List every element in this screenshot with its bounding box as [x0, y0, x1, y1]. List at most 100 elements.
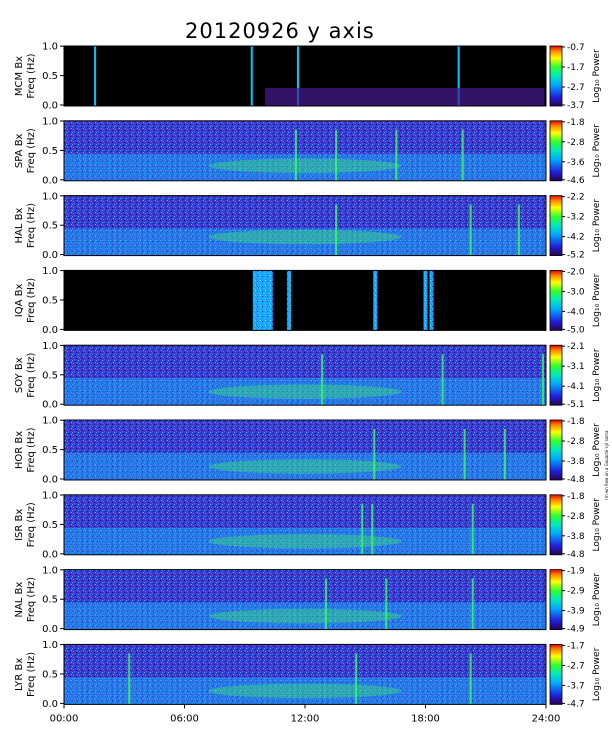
- colorbar-tick-label: -1.7: [567, 641, 585, 651]
- y-tick-label: 0.0: [42, 624, 58, 635]
- event-line: [321, 354, 324, 406]
- colorbar-label: Log₁₀ Power: [592, 423, 602, 477]
- panel-lyr: 0.0 0.5 1.0 LYR Bx Freq (Hz) -1.7 -2.7 -3.7 -4.7…: [14, 640, 602, 710]
- activity-band: [208, 459, 402, 474]
- station-label: ISR Bx: [14, 509, 25, 541]
- y-tick-label: 1.0: [42, 341, 58, 352]
- colorbar: [549, 344, 563, 406]
- y-tick-label: 0.5: [42, 296, 58, 307]
- freq-label: Freq (Hz): [26, 427, 37, 472]
- event-line: [128, 653, 131, 705]
- figure-title: 20120926 y axis: [185, 19, 375, 43]
- low-freq-band: [264, 88, 545, 106]
- colorbar-label: Log₁₀ Power: [592, 348, 602, 402]
- event-line: [361, 503, 364, 555]
- event-line: [469, 653, 472, 705]
- panel-hor: 0.0 0.5 1.0 HOR Bx Freq (Hz) -1.8 -2.8 -3.8 -4.8…: [14, 416, 602, 486]
- event-line: [355, 653, 358, 705]
- low-freq-band: [64, 153, 546, 181]
- event-line: [471, 578, 474, 630]
- event-line: [335, 204, 338, 256]
- panel-spa: 0.0 0.5 1.0 SPA Bx Freq (Hz) -1.8 -2.8 -3.6 -4.6…: [14, 117, 602, 187]
- colorbar-tick-label: -0.7: [567, 43, 585, 53]
- event-line: [94, 46, 97, 106]
- colorbar-tick-label: -1.8: [567, 417, 585, 427]
- event-line: [335, 129, 338, 181]
- station-label: NAL Bx: [14, 582, 25, 618]
- colorbar: [549, 644, 563, 705]
- y-tick-label: 1.0: [42, 42, 58, 53]
- event-line: [541, 354, 544, 406]
- y-tick-label: 1.0: [42, 416, 58, 427]
- station-label: LYR Bx: [14, 658, 25, 691]
- activity-band: [208, 683, 402, 699]
- colorbar-label: Log₁₀ Power: [592, 573, 602, 627]
- colorbar-tick-label: -1.8: [567, 118, 585, 128]
- y-tick-label: 0.0: [42, 175, 58, 186]
- colorbar-tick-label: -4.7: [567, 699, 585, 709]
- panel-iqa: 0.0 0.5 1.0 IQA Bx Freq (Hz) -2.0 -3.0 -4.0 -5.0…: [14, 266, 602, 336]
- data-segment: [429, 270, 434, 331]
- panel-soy: 0.0 0.5 1.0 SOY Bx Freq (Hz) -2.1 -3.1 -4.1 -5.1…: [14, 341, 602, 411]
- colorbar: [549, 419, 563, 481]
- colorbar-tick-label: -3.2: [567, 213, 585, 223]
- colorbar-tick-label: -3.8: [567, 532, 585, 542]
- colorbar-tick-label: -3.1: [567, 362, 585, 372]
- x-tick-label: 24:00: [532, 713, 561, 724]
- y-tick-label: 1.0: [42, 565, 58, 576]
- low-freq-band: [64, 453, 546, 480]
- freq-label: Freq (Hz): [26, 652, 37, 697]
- low-freq-band: [64, 228, 546, 256]
- colorbar-label: Log₁₀ Power: [592, 124, 602, 178]
- colorbar-tick-label: -3.6: [567, 158, 585, 168]
- station-label: SPA Bx: [14, 133, 25, 168]
- y-tick-label: 1.0: [42, 266, 58, 277]
- activity-band: [208, 384, 402, 399]
- colorbar: [549, 45, 563, 107]
- y-tick-label: 0.5: [42, 520, 58, 531]
- colorbar-tick-label: -5.1: [567, 400, 585, 410]
- colorbar-tick-label: -2.9: [567, 587, 585, 597]
- colorbar-tick-label: -4.2: [567, 233, 585, 243]
- colorbar-tick-label: -2.8: [567, 138, 585, 148]
- x-tick-label: 06:00: [170, 713, 199, 724]
- freq-label: Freq (Hz): [26, 278, 37, 323]
- colorbar-tick-label: -2.1: [567, 342, 585, 352]
- event-line: [517, 204, 520, 256]
- activity-band: [208, 158, 402, 173]
- x-tick-label: 00:00: [50, 713, 79, 724]
- event-line: [250, 46, 253, 106]
- colorbar-tick-label: -4.6: [567, 176, 585, 186]
- event-line: [457, 46, 460, 106]
- colorbar-label: Log₁₀ Power: [592, 647, 602, 701]
- y-tick-label: 0.5: [42, 445, 58, 456]
- colorbar-tick-label: -2.7: [567, 661, 585, 671]
- y-tick-label: 0.5: [42, 595, 58, 606]
- y-tick-label: 0.5: [42, 71, 58, 82]
- panel-hal: 0.0 0.5 1.0 HAL Bx Freq (Hz) -2.2 -3.2 -4.2 -5.2…: [14, 191, 602, 261]
- data-segment: [423, 270, 428, 331]
- colorbar-tick-label: -3.9: [567, 607, 585, 617]
- freq-label: Freq (Hz): [26, 203, 37, 248]
- y-tick-label: 1.0: [42, 640, 58, 651]
- colorbar-tick-label: -5.2: [567, 251, 585, 261]
- colorbar-tick-label: -2.7: [567, 83, 585, 93]
- y-tick-label: 0.5: [42, 146, 58, 157]
- data-segment: [252, 270, 273, 331]
- event-line: [469, 204, 472, 256]
- colorbar-tick-label: -2.0: [567, 267, 585, 277]
- y-tick-label: 1.0: [42, 117, 58, 128]
- panel-isr: 0.0 0.5 1.0 ISR Bx Freq (Hz) -1.8 -2.8 -3.8 -4.8…: [14, 491, 602, 561]
- colorbar-label: Log₁₀ Power: [592, 498, 602, 552]
- panel-mcm: 0.0 0.5 1.0 MCM Bx Freq (Hz) -0.7 -1.7 -2.7 -3.7…: [14, 42, 602, 112]
- colorbar-tick-label: -2.8: [567, 512, 585, 522]
- y-tick-label: 0.0: [42, 400, 58, 411]
- colorbar-tick-label: -2.8: [567, 437, 585, 447]
- event-line: [385, 578, 388, 630]
- y-tick-label: 1.0: [42, 191, 58, 202]
- panel-nal: 0.0 0.5 1.0 NAL Bx Freq (Hz) -1.9 -2.9 -3.9 -4.9…: [14, 565, 602, 635]
- colorbar: [549, 494, 563, 556]
- event-line: [471, 503, 474, 555]
- colorbar-tick-label: -3.7: [567, 681, 585, 691]
